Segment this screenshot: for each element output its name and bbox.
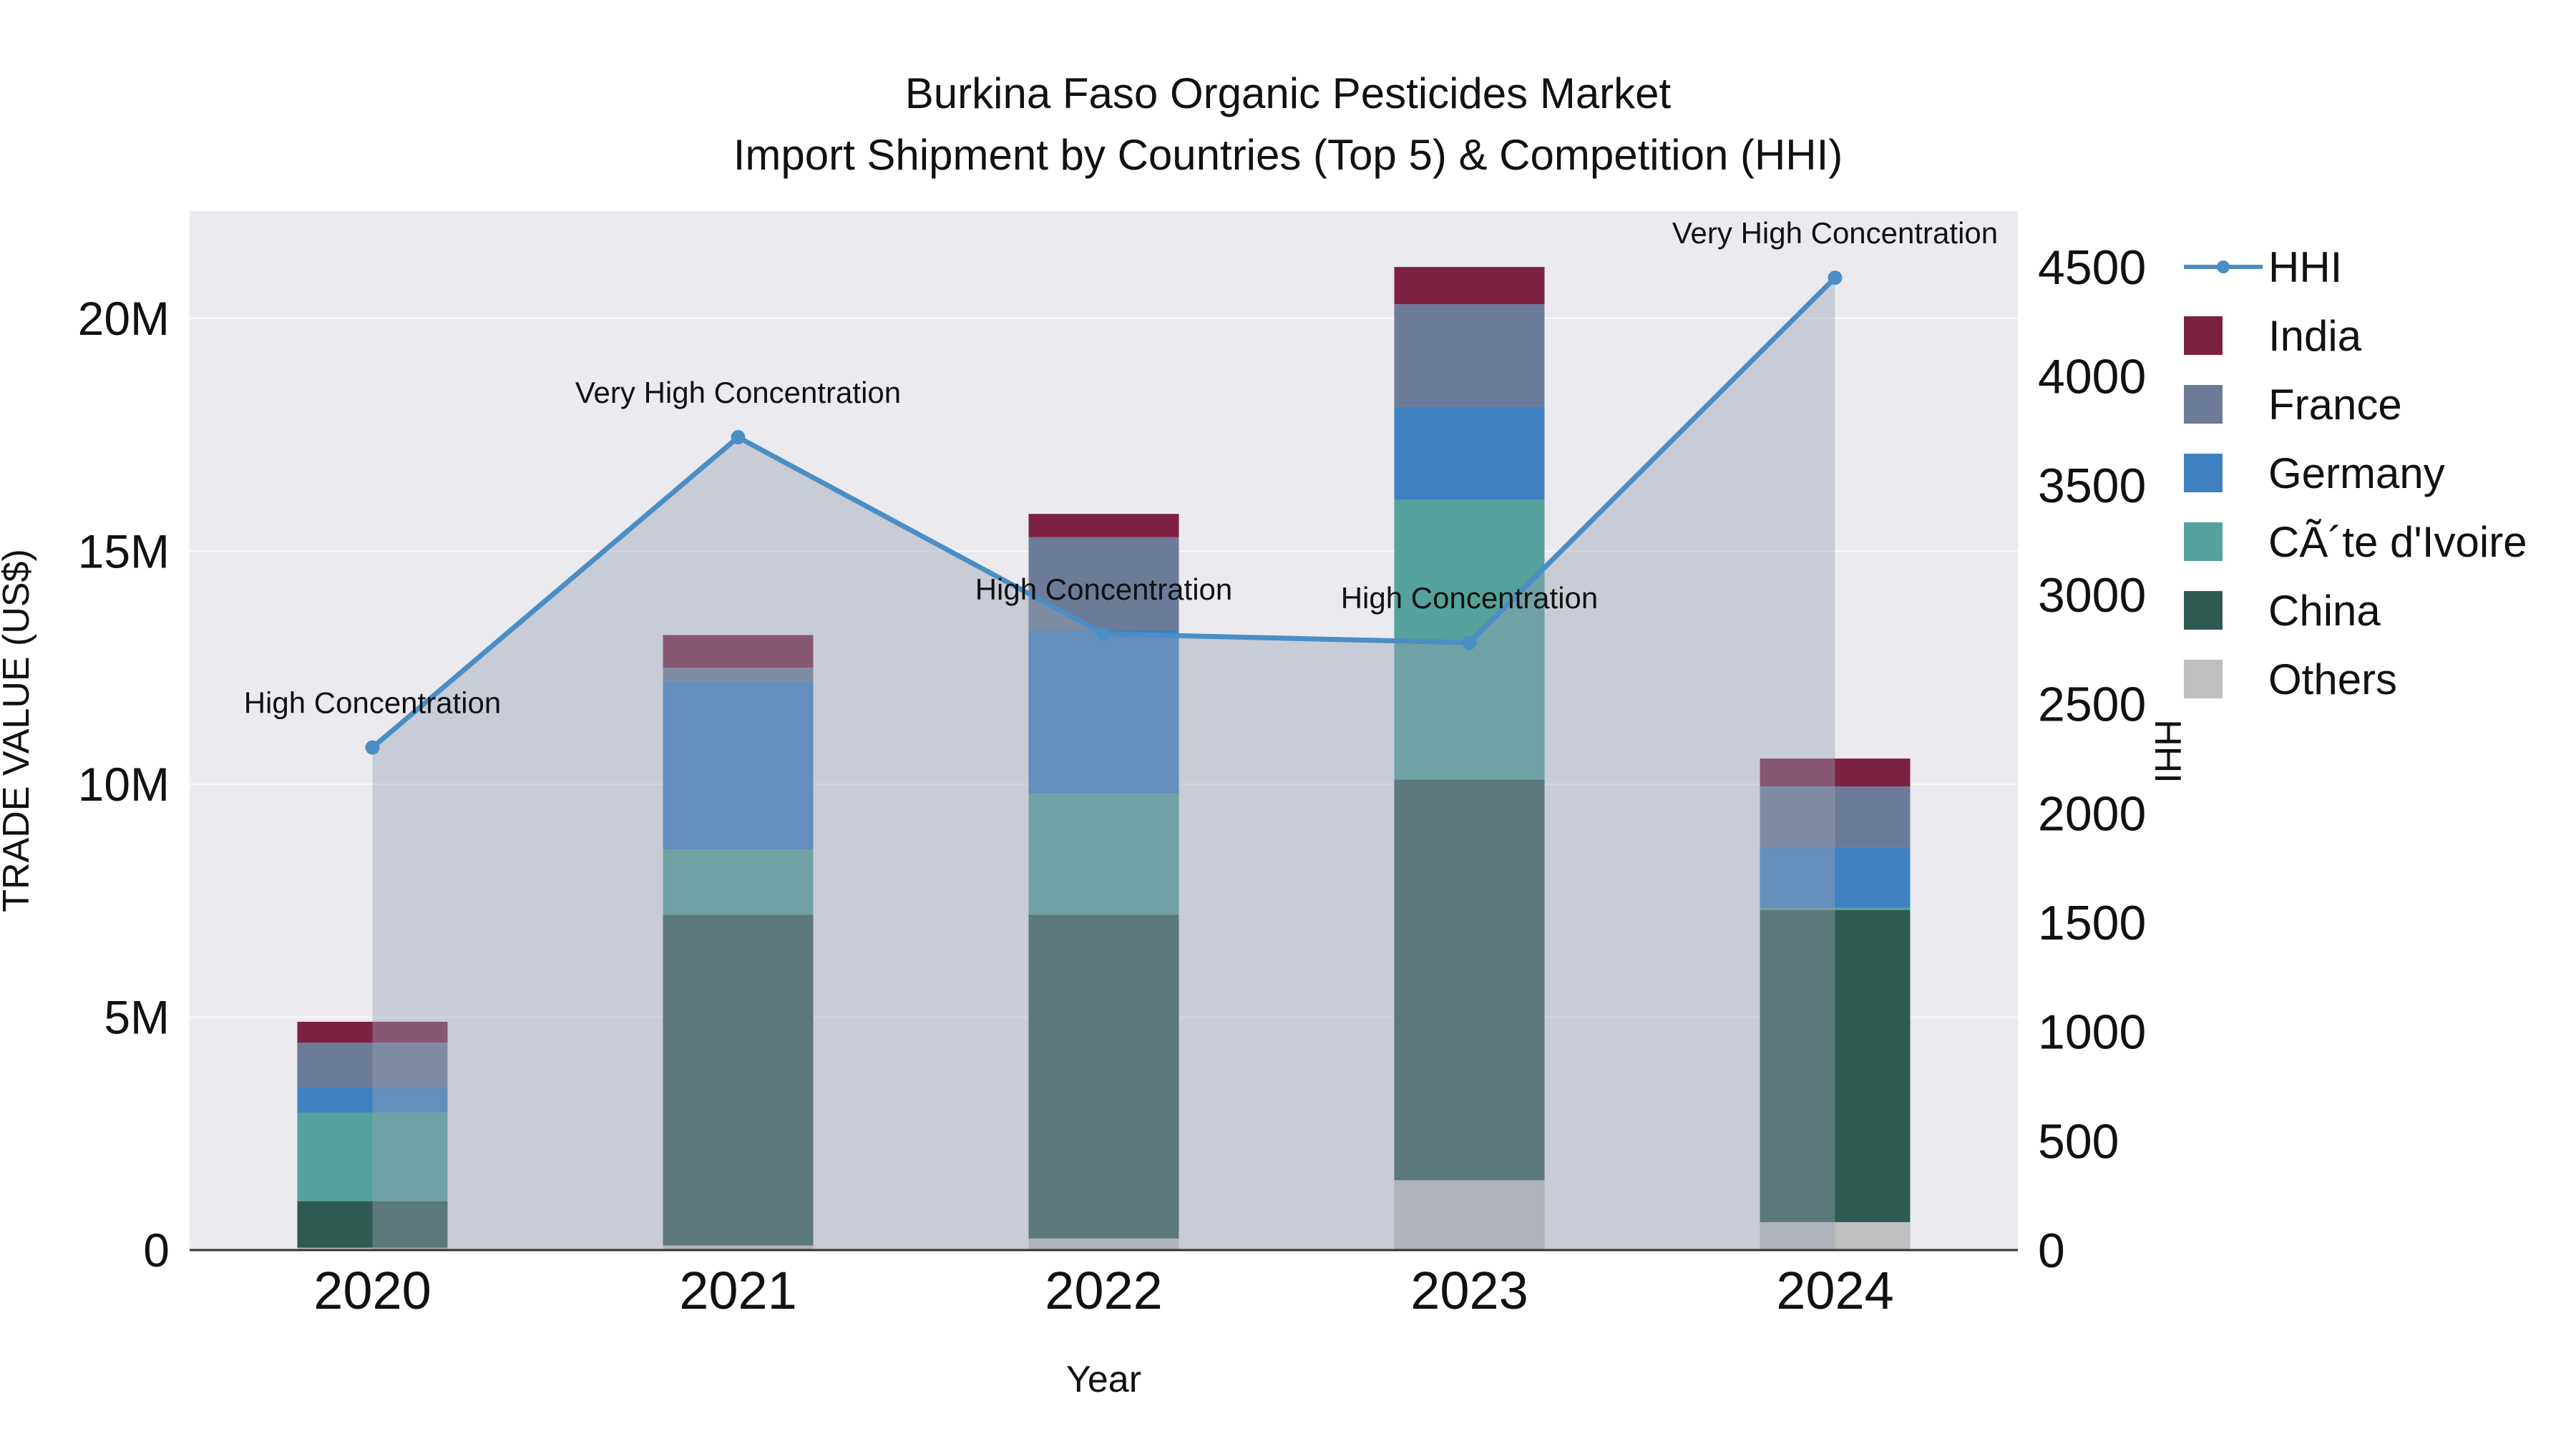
legend-label: CÃ´te d'Ivoire [2268, 517, 2527, 566]
chart-legend: HHI India France Germany CÃ´te d'Ivoire China… [2184, 233, 2527, 713]
legend-label: China [2268, 586, 2381, 635]
bar-segment-c-te-d-ivoire-2024[interactable] [1760, 907, 1911, 910]
y-left-tick-0: 0 [143, 1224, 170, 1277]
chart-title-line1: Burkina Faso Organic Pesticides Market [904, 69, 1672, 117]
bar-segment-china-2021[interactable] [663, 914, 814, 1246]
y-left-tick-15M: 15M [78, 525, 170, 577]
legend-swatch [2184, 385, 2268, 424]
bar-segment-germany-2021[interactable] [663, 681, 814, 850]
y-right-tick-4000: 4000 [2038, 350, 2146, 404]
bar-segment-france-2022[interactable] [1028, 537, 1179, 631]
legend-color-square [2184, 316, 2223, 355]
bar-segment-germany-2022[interactable] [1028, 630, 1179, 794]
hhi-point-2022[interactable] [1096, 626, 1111, 641]
bar-segment-france-2023[interactable] [1394, 304, 1545, 407]
y-right-tick-500: 500 [2038, 1114, 2119, 1169]
legend-swatch [2184, 316, 2268, 355]
hhi-point-2021[interactable] [731, 430, 746, 445]
hhi-point-2020[interactable] [365, 740, 380, 755]
bar-segment-others-2022[interactable] [1028, 1238, 1179, 1250]
bar-segment-germany-2023[interactable] [1394, 406, 1545, 500]
legend-color-square [2184, 454, 2223, 492]
x-tick-2021: 2021 [679, 1261, 797, 1320]
legend-label: India [2268, 311, 2362, 360]
bar-segment-others-2023[interactable] [1394, 1180, 1545, 1250]
y-right-tick-4500: 4500 [2038, 240, 2146, 295]
bar-segment-france-2021[interactable] [663, 668, 814, 682]
x-tick-2022: 2022 [1045, 1261, 1163, 1320]
bar-segment-india-2023[interactable] [1394, 267, 1545, 305]
bar-segment-germany-2020[interactable] [297, 1087, 448, 1113]
legend-item-india[interactable]: India [2184, 301, 2527, 370]
annotation-2022: High Concentration [975, 572, 1233, 606]
x-axis-title: Year [1066, 1359, 1141, 1400]
legend-label: France [2268, 380, 2402, 429]
bar-segment-others-2020[interactable] [297, 1247, 448, 1250]
y-right-tick-2500: 2500 [2038, 678, 2146, 732]
y-left-tick-10M: 10M [78, 758, 170, 811]
hhi-area-fill [372, 278, 1835, 1251]
x-tick-2024: 2024 [1776, 1261, 1894, 1320]
legend-swatch [2184, 591, 2268, 630]
legend-color-square [2184, 660, 2223, 698]
legend-item-france[interactable]: France [2184, 370, 2527, 439]
legend-item-germany[interactable]: Germany [2184, 439, 2527, 507]
legend-color-square [2184, 591, 2223, 630]
annotation-2023: High Concentration [1341, 581, 1599, 615]
y-axis-title-right: HHI [2147, 719, 2188, 784]
legend-swatch [2184, 522, 2268, 561]
hhi-point-2023[interactable] [1462, 635, 1477, 650]
legend-item-china[interactable]: China [2184, 576, 2527, 645]
y-right-tick-1500: 1500 [2038, 896, 2146, 950]
legend-color-square [2184, 385, 2223, 424]
legend-swatch [2184, 454, 2268, 492]
bar-segment-china-2024[interactable] [1760, 909, 1911, 1222]
bar-segment-china-2022[interactable] [1028, 914, 1179, 1239]
x-tick-2020: 2020 [313, 1261, 431, 1320]
legend-item-c-te-d-ivoire[interactable]: CÃ´te d'Ivoire [2184, 507, 2527, 576]
bar-segment-c-te-d-ivoire-2020[interactable] [297, 1112, 448, 1201]
chart-title-line2: Import Shipment by Countries (Top 5) & C… [733, 131, 1843, 179]
bar-segment-france-2020[interactable] [297, 1043, 448, 1088]
bar-segment-others-2024[interactable] [1760, 1221, 1911, 1250]
legend-label: Others [2268, 655, 2398, 703]
y-left-tick-20M: 20M [78, 292, 170, 345]
x-tick-2023: 2023 [1410, 1261, 1528, 1320]
legend-color-square [2184, 522, 2223, 561]
bar-segment-c-te-d-ivoire-2021[interactable] [663, 849, 814, 915]
legend-item-hhi[interactable]: HHI [2184, 233, 2527, 301]
chart-title: Burkina Faso Organic Pesticides Market I… [0, 63, 2576, 186]
annotation-2021: Very High Concentration [575, 376, 901, 409]
bar-segment-india-2020[interactable] [297, 1021, 448, 1043]
legend-label: HHI [2268, 243, 2343, 291]
bar-segment-others-2021[interactable] [663, 1245, 814, 1250]
y-right-tick-2000: 2000 [2038, 786, 2146, 841]
y-left-tick-5M: 5M [104, 990, 170, 1043]
annotation-2020: High Concentration [244, 686, 502, 720]
bar-segment-india-2022[interactable] [1028, 514, 1179, 537]
y-right-tick-3000: 3000 [2038, 568, 2146, 623]
legend-label: Germany [2268, 449, 2445, 497]
hhi-point-2024[interactable] [1828, 270, 1843, 286]
y-right-tick-0: 0 [2038, 1224, 2065, 1278]
bar-segment-india-2024[interactable] [1760, 758, 1911, 787]
y-axis-title-left: TRADE VALUE (US$) [0, 549, 37, 912]
y-right-tick-3500: 3500 [2038, 459, 2146, 513]
bar-segment-c-te-d-ivoire-2022[interactable] [1028, 793, 1179, 915]
bar-segment-germany-2024[interactable] [1760, 847, 1911, 908]
bar-segment-india-2021[interactable] [663, 635, 814, 668]
bar-segment-china-2023[interactable] [1394, 779, 1545, 1181]
legend-swatch [2184, 660, 2268, 698]
bar-segment-france-2024[interactable] [1760, 786, 1911, 847]
y-right-tick-1000: 1000 [2038, 1005, 2146, 1060]
legend-item-others[interactable]: Others [2184, 645, 2527, 713]
legend-line-marker [2184, 256, 2268, 278]
bar-segment-china-2020[interactable] [297, 1201, 448, 1248]
annotation-2024: Very High Concentration [1672, 216, 1998, 250]
